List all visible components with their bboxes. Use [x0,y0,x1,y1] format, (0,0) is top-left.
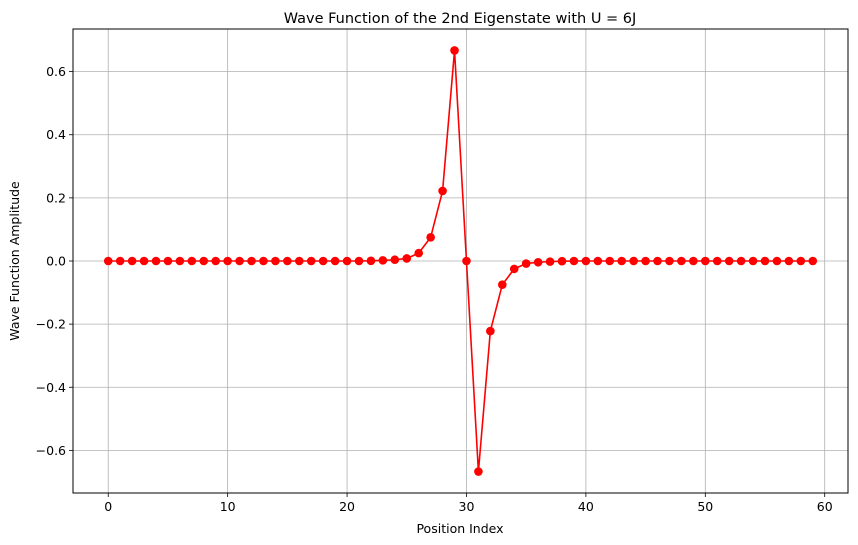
data-point [366,256,376,266]
data-point [342,256,352,266]
y-tick-label: −0.2 [36,317,66,332]
y-tick-label: 0.4 [46,127,66,142]
data-point [139,256,149,266]
x-axis-label: Position Index [416,521,503,536]
data-point [581,256,591,266]
data-point [545,257,555,266]
data-point [294,256,304,266]
x-tick-label: 40 [578,499,594,514]
data-point [330,256,340,266]
data-point [151,256,161,266]
data-point [426,233,435,242]
y-axis-ticks: −0.6 −0.4 −0.2 0.0 0.2 0.4 0.6 [36,64,73,458]
data-point [748,256,758,266]
x-tick-label: 30 [459,499,475,514]
data-point [402,254,412,263]
data-point [450,46,459,55]
data-point [438,186,447,196]
data-point [509,264,519,274]
data-point [497,280,507,289]
chart-title: Wave Function of the 2nd Eigenstate with… [284,11,637,27]
data-point [271,256,280,266]
y-tick-label: −0.6 [36,443,66,458]
data-point [318,256,328,266]
data-point [521,259,531,268]
data-point [378,256,388,265]
data-point [712,256,722,266]
data-point [163,256,173,266]
data-point [689,256,698,266]
y-axis-label: Wave Function Amplitude [7,181,22,341]
data-point [736,256,746,266]
x-tick-label: 50 [697,499,713,514]
data-point [641,256,650,266]
data-point [283,256,292,266]
data-point [677,256,686,266]
data-point [474,467,483,476]
data-point [223,256,232,266]
data-point [557,256,567,266]
data-point [354,256,364,266]
x-axis-ticks: 0 10 20 30 40 50 60 [104,493,833,514]
data-point [390,255,400,265]
data-point [486,326,495,336]
data-point [629,256,638,266]
y-tick-label: 0.6 [46,64,66,79]
data-point [653,256,662,266]
data-point [593,256,603,266]
series [103,46,818,476]
data-point [808,256,818,266]
data-point [187,256,197,266]
x-tick-label: 20 [339,499,355,514]
data-point [127,256,137,266]
y-tick-label: 0.2 [46,190,66,205]
data-point [784,256,794,266]
data-point [211,256,221,266]
data-point [175,256,185,266]
data-point [462,256,471,266]
data-point [199,256,209,266]
data-point [796,256,806,266]
y-tick-label: 0.0 [46,254,66,269]
data-point [247,256,256,266]
data-point [306,256,316,266]
y-tick-label: −0.4 [36,380,66,395]
data-point [414,248,424,258]
x-tick-label: 60 [817,499,833,514]
data-point [772,256,782,266]
data-point [235,256,244,266]
data-point [259,256,268,266]
data-point [760,256,770,266]
x-tick-label: 0 [104,499,112,514]
data-point [724,256,734,266]
data-point [605,256,615,266]
data-point [665,256,674,266]
data-point [700,256,710,266]
data-point [115,256,125,266]
data-point [103,256,113,266]
x-tick-label: 10 [220,499,236,514]
data-point [617,256,627,266]
data-point [533,257,543,267]
data-point [569,256,579,266]
